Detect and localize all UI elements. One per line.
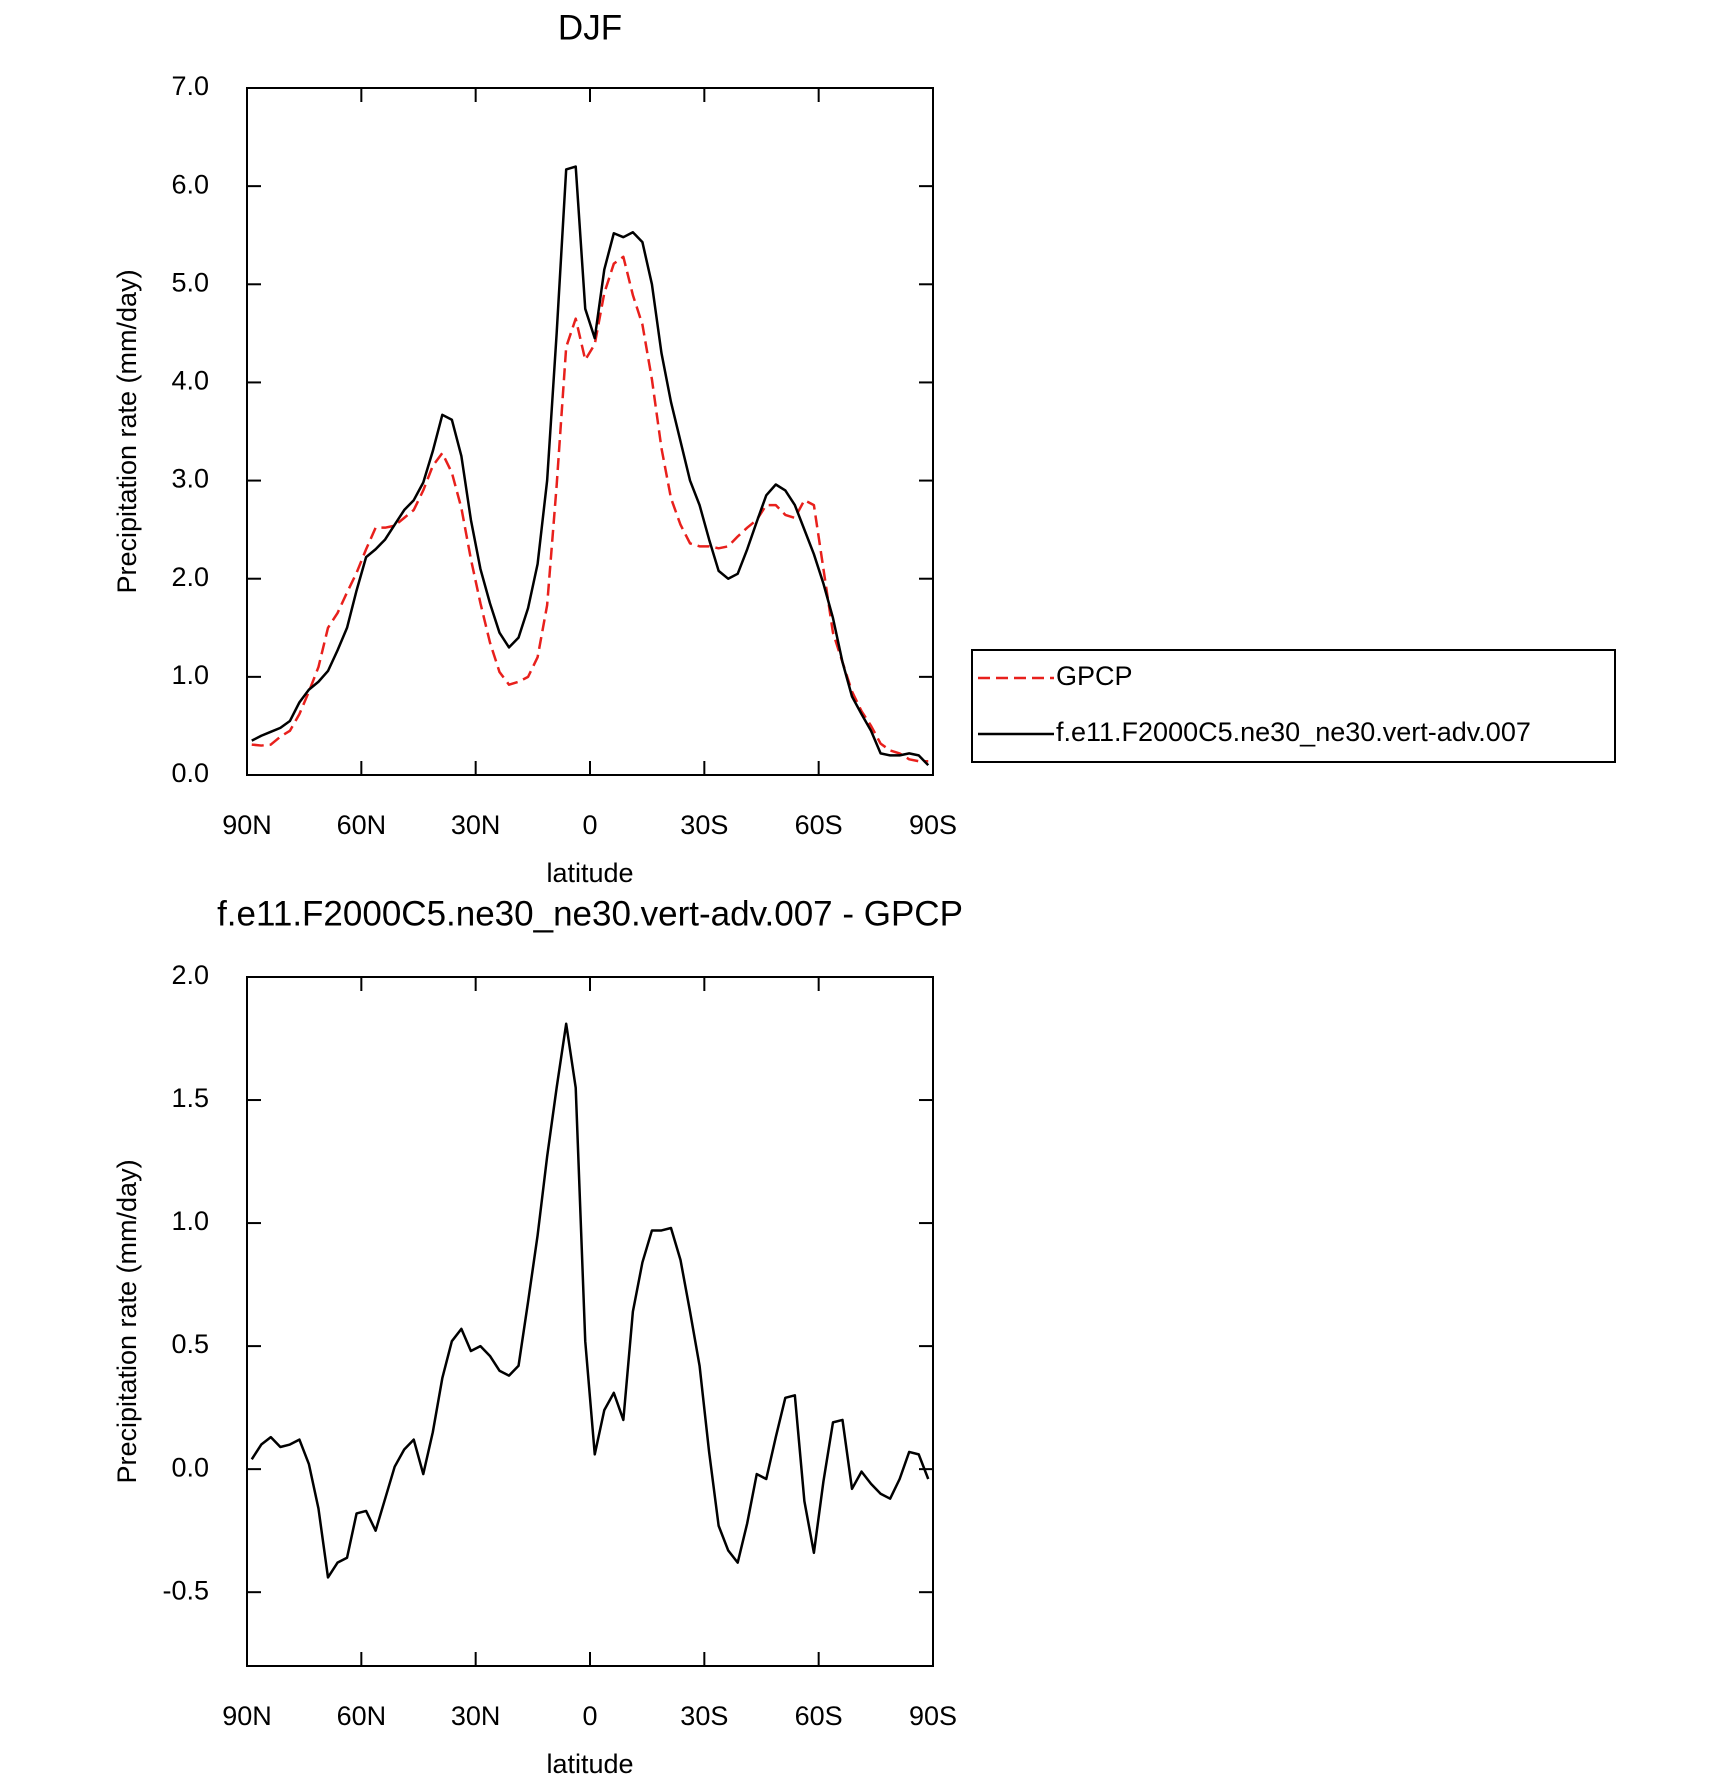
y-tick-label: 1.0	[171, 660, 209, 690]
legend-box	[971, 649, 1616, 763]
y-tick-label: 0.5	[171, 1329, 209, 1359]
y-tick-label: 5.0	[171, 267, 209, 297]
y-tick-label: 6.0	[171, 169, 209, 199]
y-axis-label: Precipitation rate (mm/day)	[112, 1159, 142, 1483]
x-tick-label: 90S	[909, 1701, 957, 1731]
y-tick-label: 3.0	[171, 464, 209, 494]
x-tick-label: 60N	[337, 1701, 387, 1731]
x-tick-label: 30S	[680, 1701, 728, 1731]
y-tick-label: -0.5	[162, 1575, 209, 1605]
series-line	[250, 1022, 930, 1579]
series-line	[251, 255, 929, 763]
x-tick-label: 0	[582, 1701, 597, 1731]
x-tick-label: 60S	[795, 810, 843, 840]
legend-label: GPCP	[1056, 661, 1133, 691]
y-tick-label: 0.0	[171, 1452, 209, 1482]
x-tick-label: 0	[582, 810, 597, 840]
x-tick-label: 90N	[222, 1701, 272, 1731]
x-tick-label: 60S	[795, 1701, 843, 1731]
x-axis-label: latitude	[546, 1749, 633, 1775]
x-tick-label: 30N	[451, 1701, 501, 1731]
chart-title: DJF	[558, 8, 622, 47]
plot-frame	[246, 976, 934, 1667]
y-axis-label: Precipitation rate (mm/day)	[112, 269, 142, 593]
x-tick-label: 90S	[909, 810, 957, 840]
y-tick-label: 7.0	[171, 71, 209, 101]
series-line	[251, 165, 930, 767]
legend-label: f.e11.F2000C5.ne30_ne30.vert-adv.007	[1056, 717, 1531, 747]
chart-title: f.e11.F2000C5.ne30_ne30.vert-adv.007 - G…	[217, 894, 963, 933]
y-tick-label: 1.5	[171, 1083, 209, 1113]
y-tick-label: 2.0	[171, 960, 209, 990]
x-tick-label: 30N	[451, 810, 501, 840]
y-tick-label: 1.0	[171, 1206, 209, 1236]
x-tick-label: 30S	[680, 810, 728, 840]
y-tick-label: 0.0	[171, 758, 209, 788]
x-axis-label: latitude	[546, 858, 633, 888]
y-tick-label: 2.0	[171, 562, 209, 592]
y-tick-label: 4.0	[171, 366, 209, 396]
x-tick-label: 90N	[222, 810, 272, 840]
x-tick-label: 60N	[337, 810, 387, 840]
plot-frame	[246, 87, 934, 776]
